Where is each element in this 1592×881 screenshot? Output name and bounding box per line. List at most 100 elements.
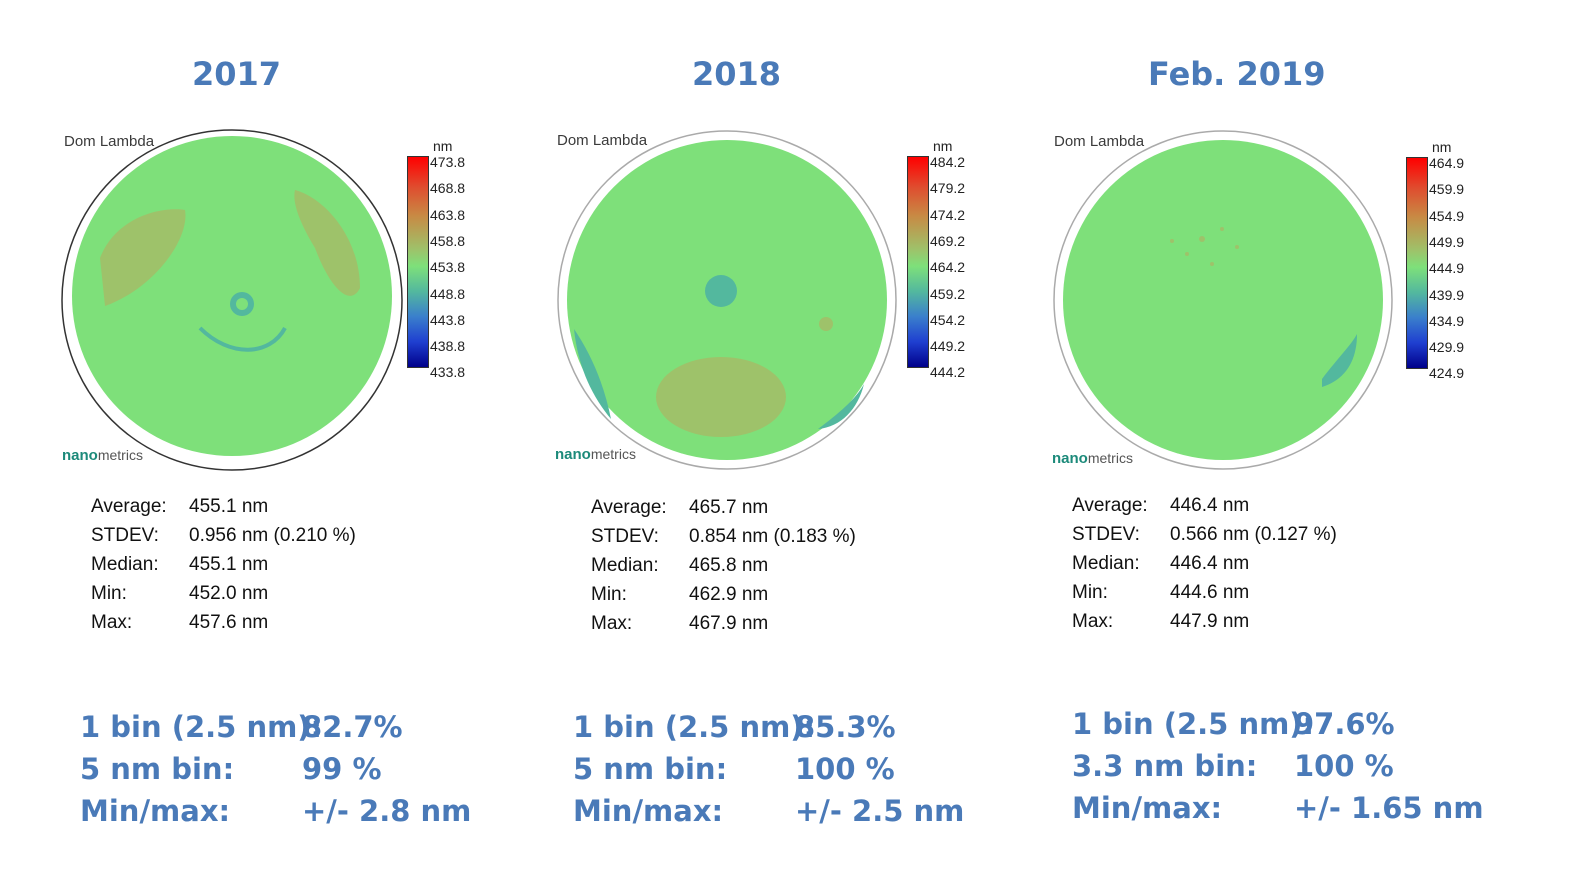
stat-label: Average:	[1072, 495, 1148, 516]
scale-tick: 469.2	[930, 233, 966, 249]
stat-label: Max:	[591, 613, 633, 634]
scale-tick: 443.8	[430, 312, 466, 328]
logo-rest: metrics	[1087, 450, 1133, 466]
bin-value: 100 %	[795, 752, 895, 786]
stat-label: Min:	[591, 584, 627, 605]
stat-value: 452.0 nm	[189, 583, 269, 604]
wafer-map	[1052, 129, 1397, 474]
stat-label: Average:	[91, 496, 167, 517]
stat-value: 465.8 nm	[689, 555, 769, 576]
scale-tick: 449.2	[930, 338, 966, 354]
stat-value: 0.956 nm (0.210 %)	[189, 525, 356, 546]
stat-value: 447.9 nm	[1170, 611, 1250, 632]
panel-2018: 2018 Dom Lambda nanometrics nm 484.2 479…	[0, 0, 965, 881]
bin-value: +/- 2.8 nm	[302, 794, 472, 828]
scale-tick: 468.8	[430, 180, 466, 196]
stat-value: 455.1 nm	[189, 554, 269, 575]
stat-label: STDEV:	[591, 526, 659, 547]
nanometrics-logo: nanometrics	[555, 446, 636, 463]
scale-gradient	[1406, 157, 1428, 369]
scale-tick: 459.9	[1429, 181, 1465, 197]
color-scale: nm 464.9 459.9 454.9 449.9 444.9 439.9 4…	[1406, 139, 1476, 389]
bin-label: 5 nm bin:	[573, 752, 728, 786]
stat-value: 0.566 nm (0.127 %)	[1170, 524, 1337, 545]
scale-unit: nm	[933, 138, 953, 154]
stat-value: 444.6 nm	[1170, 582, 1250, 603]
stat-label: Min:	[1072, 582, 1108, 603]
scale-tick: 434.9	[1429, 313, 1465, 329]
panel-title: Feb. 2019	[1148, 55, 1326, 93]
stat-value: 446.4 nm	[1170, 495, 1250, 516]
scale-tick: 433.8	[430, 364, 466, 380]
bin-label: 1 bin (2.5 nm):	[80, 710, 323, 744]
scale-tick: 464.2	[930, 259, 966, 275]
stat-value: 457.6 nm	[189, 612, 269, 633]
scale-tick: 479.2	[930, 180, 966, 196]
stat-label: Median:	[91, 554, 159, 575]
bin-label: Min/max:	[80, 794, 231, 828]
scale-tick: 449.9	[1429, 234, 1465, 250]
scale-tick: 464.9	[1429, 155, 1465, 171]
scale-tick: 448.8	[430, 286, 466, 302]
bin-label: 1 bin (2.5 nm):	[1072, 707, 1315, 741]
scale-tick: 458.8	[430, 233, 466, 249]
scale-tick: 424.9	[1429, 365, 1465, 381]
stat-label: Min:	[91, 583, 127, 604]
bin-label: Min/max:	[1072, 791, 1223, 825]
dom-lambda-label: Dom Lambda	[557, 132, 648, 149]
stat-value: 0.854 nm (0.183 %)	[689, 526, 856, 547]
bin-value: 99 %	[302, 752, 382, 786]
scale-unit: nm	[433, 138, 453, 154]
scale-tick: 473.8	[430, 154, 466, 170]
wafer-map	[60, 128, 410, 478]
scale-tick: 454.2	[930, 312, 966, 328]
bin-value: 85.3%	[795, 710, 896, 744]
stat-label: STDEV:	[1072, 524, 1140, 545]
scale-gradient	[907, 156, 929, 368]
stat-label: Max:	[1072, 611, 1114, 632]
stat-value: 446.4 nm	[1170, 553, 1250, 574]
scale-tick: 444.2	[930, 364, 966, 380]
stat-label: Max:	[91, 612, 133, 633]
stat-value: 467.9 nm	[689, 613, 769, 634]
bin-value: 100 %	[1294, 749, 1394, 783]
panel-feb-2019: Feb. 2019 Dom Lambda nanometrics nm 464.…	[0, 0, 1484, 881]
bin-value: +/- 2.5 nm	[795, 794, 965, 828]
scale-tick: 438.8	[430, 338, 466, 354]
bin-label: 5 nm bin:	[80, 752, 235, 786]
scale-tick: 454.9	[1429, 208, 1465, 224]
scale-unit: nm	[1432, 139, 1452, 155]
panel-2017: 2017 Dom Lambda nanometrics nm 473.8 468…	[0, 0, 530, 881]
bin-label: 1 bin (2.5 nm):	[573, 710, 816, 744]
scale-tick: 453.8	[430, 259, 466, 275]
panel-title: 2017	[192, 55, 282, 93]
color-scale: nm 473.8 468.8 463.8 458.8 453.8 448.8 4…	[407, 138, 477, 388]
scale-tick: 439.9	[1429, 287, 1465, 303]
stat-value: 465.7 nm	[689, 497, 769, 518]
logo-rest: metrics	[590, 446, 636, 462]
wafer-map	[556, 129, 901, 474]
scale-tick: 459.2	[930, 286, 966, 302]
bin-value: +/- 1.65 nm	[1294, 791, 1484, 825]
stat-label: Median:	[1072, 553, 1140, 574]
logo-rest: metrics	[97, 447, 143, 463]
bin-value: 97.6%	[1294, 707, 1395, 741]
scale-tick: 474.2	[930, 207, 966, 223]
nanometrics-logo: nanometrics	[62, 447, 143, 464]
scale-gradient	[407, 156, 429, 368]
stat-label: Median:	[591, 555, 659, 576]
stat-label: STDEV:	[91, 525, 159, 546]
stat-label: Average:	[591, 497, 667, 518]
bin-label: 3.3 nm bin:	[1072, 749, 1258, 783]
color-scale: nm 484.2 479.2 474.2 469.2 464.2 459.2 4…	[907, 138, 977, 388]
bin-value: 82.7%	[302, 710, 403, 744]
nanometrics-logo: nanometrics	[1052, 450, 1133, 467]
scale-tick: 444.9	[1429, 260, 1465, 276]
panel-title: 2018	[692, 55, 782, 93]
dom-lambda-label: Dom Lambda	[64, 133, 155, 150]
dom-lambda-label: Dom Lambda	[1054, 133, 1145, 150]
bin-label: Min/max:	[573, 794, 724, 828]
scale-tick: 484.2	[930, 154, 966, 170]
logo-bold: nano	[1052, 450, 1088, 467]
scale-tick: 429.9	[1429, 339, 1465, 355]
